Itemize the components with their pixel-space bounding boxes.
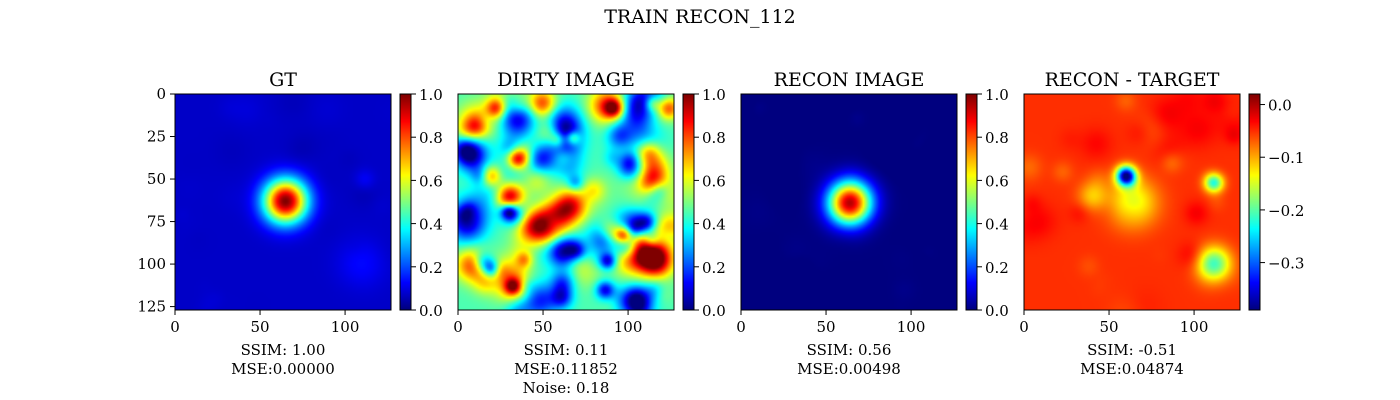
colorbar-frame (399, 93, 412, 311)
panel-title: DIRTY IMAGE (497, 69, 635, 91)
colorbar-tick-label: 0.6 (419, 172, 443, 190)
panel-title: RECON - TARGET (1045, 69, 1220, 91)
y-tick-label: 25 (147, 128, 166, 146)
colorbar-tick-label: 1.0 (702, 86, 726, 104)
colorbar-tick-label: 1.0 (985, 86, 1009, 104)
x-tick-label: 100 (614, 318, 643, 336)
y-tick-label: 75 (147, 213, 166, 231)
heatmap-image (741, 94, 957, 310)
colorbar-tick-label: 0.4 (985, 216, 1009, 234)
panel-title: RECON IMAGE (774, 69, 925, 91)
colorbar-frame (1248, 93, 1261, 311)
metric-label: SSIM: 0.11 (524, 341, 609, 359)
metric-label: Noise: 0.18 (523, 379, 610, 397)
panel-title: GT (269, 69, 297, 91)
x-tick-label: 100 (331, 318, 360, 336)
colorbar-tick-label: 0.8 (419, 129, 443, 147)
colorbar-tick-label: 0.8 (985, 129, 1009, 147)
heatmap-image (1024, 94, 1240, 310)
metric-label: MSE:0.04874 (1080, 360, 1184, 378)
x-tick-label: 50 (250, 318, 269, 336)
axes-frame (740, 93, 958, 311)
colorbar-tick-label: 0.2 (702, 259, 726, 277)
heatmap-image (175, 94, 391, 310)
y-tick-label: 125 (137, 298, 166, 316)
metric-label: SSIM: -0.51 (1087, 341, 1177, 359)
x-tick-label: 0 (453, 318, 463, 336)
x-tick-label: 0 (1019, 318, 1029, 336)
axes-frame (457, 93, 675, 311)
colorbar-tick-label: 0.0 (702, 302, 726, 320)
colorbar-tick-label: 0.2 (419, 259, 443, 277)
colorbar-tick-label: −0.2 (1268, 202, 1304, 220)
heatmap-image (458, 94, 674, 310)
colorbar-frame (682, 93, 695, 311)
metric-label: MSE:0.00000 (231, 360, 335, 378)
x-tick-label: 100 (897, 318, 926, 336)
colorbar-tick-label: 0.2 (985, 259, 1009, 277)
colorbar-tick-label: 0.0 (1268, 97, 1292, 115)
y-tick-label: 100 (137, 255, 166, 273)
colorbar-tick-label: 0.0 (985, 302, 1009, 320)
colorbar (400, 94, 411, 310)
colorbar-tick-label: 0.4 (702, 216, 726, 234)
colorbar (966, 94, 977, 310)
axes-frame (1023, 93, 1241, 311)
colorbar-tick-label: 1.0 (419, 86, 443, 104)
colorbar-frame (965, 93, 978, 311)
x-tick-label: 100 (1180, 318, 1209, 336)
y-tick-label: 50 (147, 170, 166, 188)
axes-frame (174, 93, 392, 311)
panel-1: GT 0 50 100 0 25 50 75 100 125 0.0 0.2 0.4 0.6 0.8 1.0 S… (137, 69, 443, 378)
x-tick-label: 50 (533, 318, 552, 336)
colorbar-tick-label: 0.6 (985, 172, 1009, 190)
x-tick-label: 50 (816, 318, 835, 336)
metric-label: MSE:0.11852 (514, 360, 618, 378)
metric-label: SSIM: 1.00 (241, 341, 326, 359)
colorbar-tick-label: −0.1 (1268, 149, 1304, 167)
x-tick-label: 0 (170, 318, 180, 336)
y-tick-label: 0 (156, 85, 166, 103)
x-tick-label: 0 (736, 318, 746, 336)
metric-label: SSIM: 0.56 (807, 341, 892, 359)
colorbar (1249, 94, 1260, 310)
panel-3: RECON IMAGE 0 50 100 0.0 0.2 0.4 0.6 0.8 1.0 SSIM:… (736, 69, 1009, 378)
colorbar-tick-label: 0.0 (419, 302, 443, 320)
x-tick-label: 50 (1099, 318, 1118, 336)
panel-4: RECON - TARGET 0 50 100 0.0 −0.1 −0.2 −0.3 SSIM:… (1019, 69, 1304, 378)
colorbar-tick-label: 0.8 (702, 129, 726, 147)
colorbar (683, 94, 694, 310)
colorbar-tick-label: 0.6 (702, 172, 726, 190)
figure-suptitle: TRAIN RECON_112 (604, 6, 796, 28)
panels: GT 0 50 100 0 25 50 75 100 125 0.0 0.2 0.4 0.6 0.8 1.0 S… (137, 69, 1304, 397)
panel-2: DIRTY IMAGE 0 50 100 0.0 0.2 0.4 0.6 0.8 1.0 SSIM:… (453, 69, 726, 397)
metric-label: MSE:0.00498 (797, 360, 901, 378)
colorbar-tick-label: 0.4 (419, 216, 443, 234)
colorbar-tick-label: −0.3 (1268, 255, 1304, 273)
